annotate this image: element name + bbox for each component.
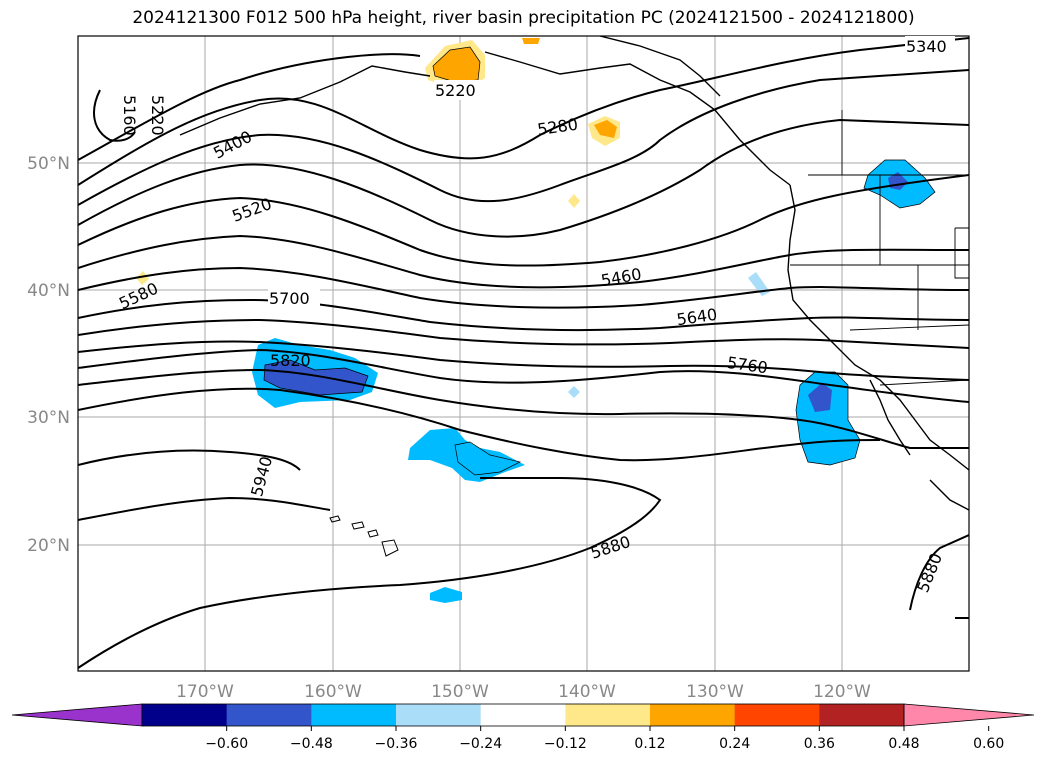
contour-label-5700: 5700 [269, 289, 310, 308]
map-title: 2024121300 F012 500 hPa height, river ba… [132, 8, 915, 28]
lat-label-40n: 40°N [27, 281, 70, 301]
lat-label-50n: 50°N [27, 154, 70, 174]
precip-blob-gulf-core [594, 120, 617, 138]
lon-label-130w: 130°W [686, 682, 744, 702]
colorbar-box [480, 704, 566, 726]
colorbar-box [734, 704, 820, 726]
lon-label-170w: 170°W [176, 682, 234, 702]
hawaii [329, 515, 399, 557]
colorbar-tick-label: 0.36 [804, 736, 835, 752]
contour-label-5340: 5340 [906, 37, 947, 56]
precip-blob-south [430, 587, 462, 603]
precip-outlines [263, 46, 936, 476]
colorbar-box [396, 704, 482, 726]
lon-label-150w: 150°W [431, 682, 489, 702]
lon-label-160w: 160°W [304, 682, 362, 702]
colorbar-extend-low [11, 703, 143, 727]
colorbar-tick-label: 0.24 [719, 736, 750, 752]
precip-blob-alaska-core [433, 47, 480, 82]
map-frame [77, 35, 970, 672]
precip-blob-west-core [264, 360, 368, 395]
lat-label-30n: 30°N [27, 408, 70, 428]
colorbar: −0.60 −0.48 −0.36 −0.24 −0.12 0.12 0.24 0.36 0.4… [11, 703, 1035, 752]
colorbar-tick-label: 0.60 [973, 736, 1004, 752]
colorbar-tick-label: −0.36 [375, 736, 418, 752]
colorbar-box [226, 704, 312, 726]
contour-label-5820: 5820 [270, 351, 311, 370]
colorbar-tick-label: 0.48 [888, 736, 919, 752]
colorbar-box [565, 704, 651, 726]
precip-blob-mid [408, 428, 525, 482]
lon-label-140w: 140°W [558, 682, 616, 702]
colorbar-box [311, 704, 397, 726]
lon-labels: 170°W 160°W 150°W 140°W 130°W 120°W [176, 682, 871, 702]
height-contours [78, 37, 969, 669]
precip-dot-west [136, 271, 149, 285]
map-area [78, 36, 969, 671]
colorbar-extend-high [903, 703, 1035, 727]
colorbar-tick-label: 0.12 [634, 736, 665, 752]
contour-label-5220-west: 5220 [148, 95, 167, 136]
colorbar-tick-label: −0.12 [544, 736, 587, 752]
coastlines [179, 36, 969, 511]
precip-blob-east-core [808, 383, 832, 412]
precip-dot-1 [568, 386, 580, 398]
precip-blob-alaska-top [522, 38, 540, 44]
precip-dot-gulf [568, 194, 580, 208]
contour-label-5160: 5160 [120, 95, 139, 136]
colorbar-tick-label: −0.60 [205, 736, 248, 752]
lon-label-120w: 120°W [813, 682, 871, 702]
colorbar-tick-label: −0.24 [459, 736, 502, 752]
colorbar-box [142, 704, 228, 726]
lat-label-20n: 20°N [27, 536, 70, 556]
contour-label-5220: 5220 [435, 81, 476, 100]
lat-labels: 50°N 40°N 30°N 20°N [27, 154, 70, 556]
colorbar-tick-label: −0.48 [290, 736, 333, 752]
colorbar-outline [141, 703, 905, 727]
colorbar-box [650, 704, 736, 726]
colorbar-box [819, 704, 905, 726]
